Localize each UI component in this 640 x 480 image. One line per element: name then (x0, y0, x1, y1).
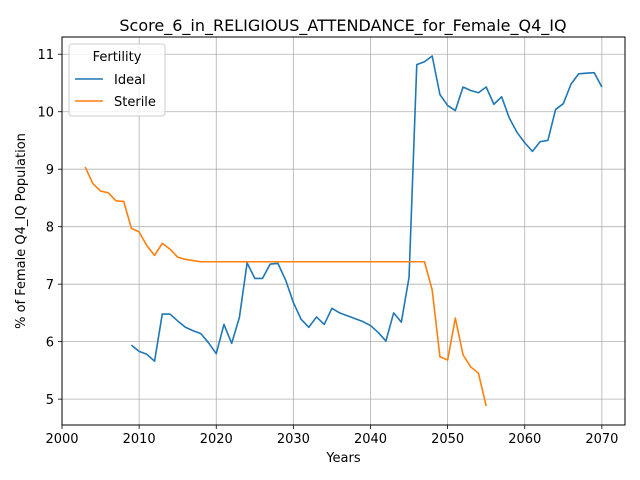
series-layer (84, 55, 603, 407)
y-tick-label: 11 (37, 48, 54, 63)
y-tick-label: 10 (37, 106, 54, 121)
y-tick-label: 5 (46, 393, 54, 408)
x-tick-label: 2030 (277, 432, 310, 447)
legend: Fertility Ideal Sterile (68, 43, 166, 117)
x-tick-label: 2040 (354, 432, 387, 447)
y-tick-label: 7 (46, 278, 54, 293)
legend-label-ideal: Ideal (114, 73, 146, 88)
axis-ticks: 2000 2010 2020 2030 2040 2050 2060 2070 5 6 7 8 9 10 1… (37, 48, 618, 447)
x-tick-label: 2010 (123, 432, 156, 447)
legend-box (68, 43, 166, 117)
plot-frame (61, 36, 626, 426)
y-axis-label: % of Female Q4_IQ Population (14, 133, 29, 329)
x-tick-label: 2070 (585, 432, 618, 447)
y-tick-label: 9 (46, 163, 54, 178)
x-tick-label: 2050 (431, 432, 464, 447)
grid (61, 37, 625, 425)
y-tick-label: 8 (46, 221, 54, 236)
legend-label-sterile: Sterile (114, 95, 156, 110)
legend-title: Fertility (93, 50, 142, 65)
y-tick-label: 6 (46, 336, 54, 351)
chart-title: Score_6_in_RELIGIOUS_ATTENDANCE_for_Fema… (119, 16, 566, 36)
x-tick-label: 2000 (45, 432, 78, 447)
x-tick-label: 2060 (508, 432, 541, 447)
series-line-ideal (130, 55, 603, 363)
legend-entries: Ideal Sterile (75, 73, 156, 110)
x-axis-label: Years (325, 451, 361, 466)
x-tick-label: 2020 (200, 432, 233, 447)
series-line-sterile (84, 166, 487, 407)
